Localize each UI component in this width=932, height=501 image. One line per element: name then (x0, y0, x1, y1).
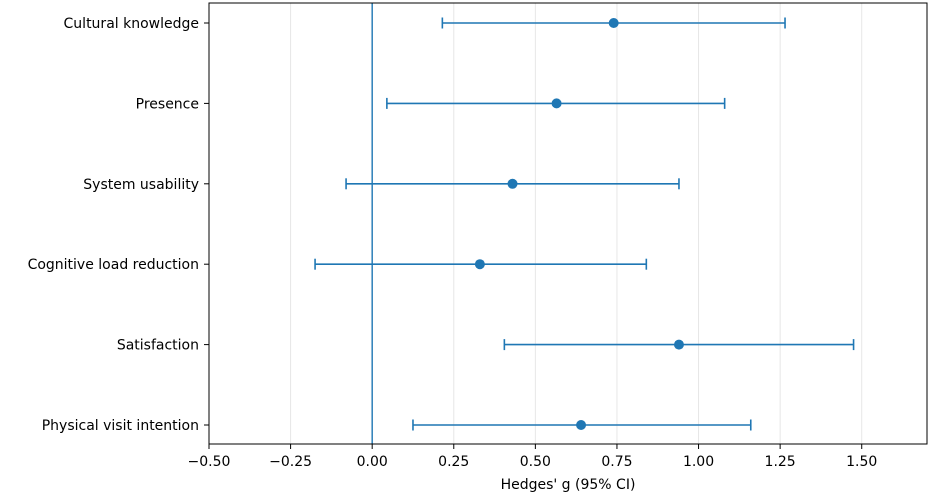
y-tick-label: Presence (136, 96, 199, 112)
plot-frame (208, 2, 928, 445)
x-tick-label: 1.50 (846, 454, 877, 470)
x-tick-label: 0.25 (438, 454, 469, 470)
x-tick-label: 1.00 (683, 454, 714, 470)
estimate-point (608, 18, 619, 28)
estimate-point (576, 420, 587, 430)
x-tick-label: −0.50 (188, 454, 231, 470)
y-axis: Cultural knowledge Presence System usabili… (28, 16, 209, 434)
y-tick-label: System usability (83, 177, 199, 193)
estimate-point (673, 339, 684, 350)
x-tick-label: −0.25 (269, 454, 312, 470)
estimate-point (474, 259, 485, 270)
x-tick-label: 0.00 (357, 454, 388, 470)
estimates-layer (314, 17, 855, 431)
y-tick-label: Physical visit intention (42, 418, 199, 434)
y-tick-label: Cultural knowledge (64, 16, 199, 32)
x-tick-label: 1.25 (765, 454, 796, 470)
y-tick-label: Cognitive load reduction (28, 257, 199, 273)
estimate-point (551, 98, 562, 109)
grid-lines (208, 3, 863, 444)
x-tick-label: 0.75 (601, 454, 632, 470)
x-axis: −0.50 −0.25 0.00 0.25 0.50 0.75 1.00 1.25 1.50 (188, 444, 877, 470)
y-tick-label: Satisfaction (117, 338, 199, 354)
estimate-point (507, 178, 518, 189)
x-axis-title: Hedges' g (95% CI) (501, 477, 636, 493)
x-tick-label: 0.50 (520, 454, 551, 470)
